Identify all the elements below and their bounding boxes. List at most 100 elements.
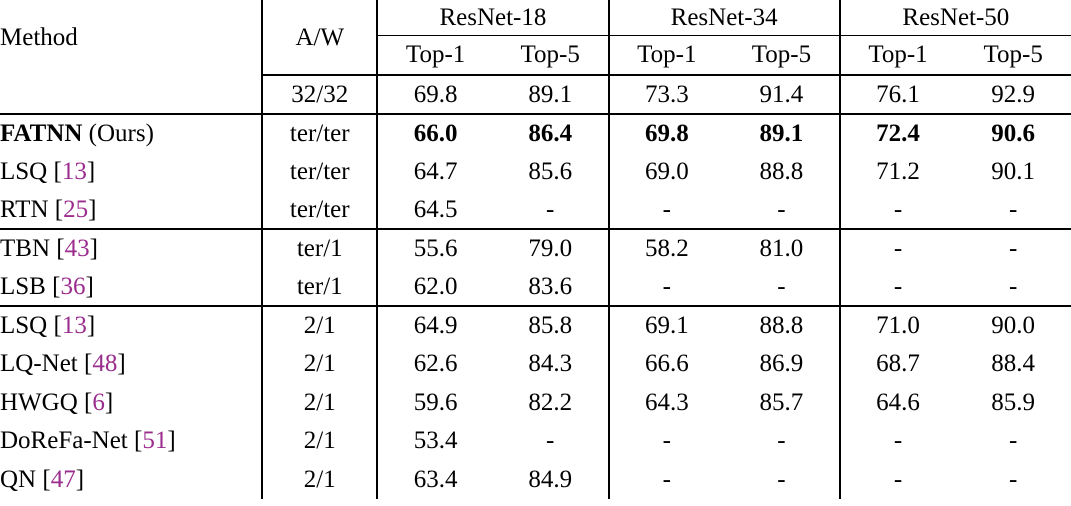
cell-value: 53.4 <box>376 421 493 460</box>
cell-value: 86.4 <box>492 112 609 152</box>
citation-ref[interactable]: [36] <box>52 272 94 300</box>
cell-value: 69.8 <box>607 112 725 152</box>
cell-value: 83.6 <box>528 272 573 300</box>
cell-value: 64.7 <box>376 152 493 191</box>
cell-value: - <box>1008 465 1018 493</box>
cell-aw: 2/1 <box>261 421 378 460</box>
cell-method: RTN [25] <box>0 191 262 230</box>
citation-ref[interactable]: [51] <box>134 427 176 455</box>
citation-ref[interactable]: [48] <box>84 350 126 378</box>
table-row: DoReFa-Net [51] 2/1 53.4 - - - - - <box>0 421 1071 460</box>
col-header-group-resnet-18: ResNet-18 <box>376 0 609 36</box>
cell-value: 82.2 <box>528 388 573 416</box>
cell-value: 90.6 <box>955 112 1071 152</box>
cell-value: - <box>1008 427 1018 455</box>
cell-value: 55.6 <box>376 228 493 268</box>
citation-ref[interactable]: [6] <box>84 388 114 416</box>
table-row: LQ-Net [48] 2/1 62.6 84.3 66.6 86.9 68.7 88.4 <box>0 344 1071 383</box>
cell-value: 59.6 <box>376 383 493 422</box>
col-header-group-resnet-34: ResNet-34 <box>607 0 840 36</box>
cell-aw: 2/1 <box>261 383 378 422</box>
table-row: HWGQ [6] 2/1 59.6 82.2 64.3 85.7 64.6 85.9 <box>0 383 1071 422</box>
cell-value: - <box>838 190 956 229</box>
cell-value: - <box>838 460 956 499</box>
cell-value: - <box>546 427 555 455</box>
col-header-resnet-18-top-5: Top-5 <box>520 41 580 69</box>
header-row-groups: Method A/W ResNet-18 ResNet-34 ResNet-50 <box>0 0 1071 75</box>
method-name: LSB <box>0 272 46 300</box>
cell-aw: ter/1 <box>261 267 378 306</box>
cell-value: - <box>777 465 786 493</box>
method-name: QN <box>0 465 37 493</box>
cell-value: 79.0 <box>492 228 609 268</box>
cell-value: 69.0 <box>607 152 725 191</box>
cell-value: 92.9 <box>955 74 1071 114</box>
cell-value: - <box>546 195 555 223</box>
col-header-resnet-18-top-1: Top-1 <box>376 35 493 75</box>
cell-method: FATNN (Ours) <box>0 112 263 152</box>
cell-value: - <box>838 421 956 460</box>
cell-value: - <box>607 267 725 306</box>
col-header-resnet-50-top-5: Top-5 <box>983 41 1043 69</box>
cell-value: 88.8 <box>724 305 840 345</box>
cell-value: 84.3 <box>528 350 573 378</box>
cell-value: 91.4 <box>724 74 840 114</box>
table-row: LSQ [13] ter/ter 64.7 85.6 69.0 88.8 71.2 90.1 <box>0 152 1071 191</box>
cell-aw: 2/1 <box>261 344 378 383</box>
citation-ref[interactable]: [13] <box>53 157 96 185</box>
cell-value: 69.1 <box>607 305 725 345</box>
table-row: TBN [43] ter/1 55.6 79.0 58.2 81.0- - <box>0 228 1071 268</box>
cell-value: 85.6 <box>528 157 573 185</box>
cell-aw: 2/1 <box>261 305 378 345</box>
cell-value: 64.3 <box>607 383 725 422</box>
cell-aw: ter/1 <box>261 228 378 268</box>
cell-value: - <box>838 228 956 268</box>
cell-value: 62.0 <box>376 267 493 306</box>
cell-aw: ter/ter <box>261 112 378 152</box>
header-row-metrics: Top-1 Top-5 Top-1 Top-5 Top-1 Top-5 <box>0 35 1071 75</box>
table-row: 32/32 69.8 89.1 73.3 91.4 76.1 92.9 <box>0 74 1071 114</box>
table-row: RTN [25] ter/ter 64.5- - - - - <box>0 190 1071 230</box>
cell-aw: ter/ter <box>261 152 378 191</box>
citation-ref[interactable]: [25] <box>54 195 97 223</box>
citation-ref[interactable]: [43] <box>56 235 98 263</box>
cell-method <box>0 75 262 114</box>
cell-value: - <box>607 190 725 229</box>
cell-aw: 32/32 <box>261 74 378 114</box>
method-name: LSQ <box>0 157 48 185</box>
cell-value: 89.1 <box>724 112 840 152</box>
table-row: FATNN (Ours) ter/ter 66.0 86.4 69.8 89.1 72.4 9… <box>0 112 1071 152</box>
cell-value: 86.9 <box>759 350 804 378</box>
cell-value: - <box>777 195 786 223</box>
cell-value: 66.6 <box>607 344 725 383</box>
cell-value: 72.4 <box>838 112 956 152</box>
cell-method: TBN [43] <box>0 228 263 268</box>
cell-value: 85.9 <box>991 388 1036 416</box>
col-header-method: Method <box>0 24 78 51</box>
cell-value: 81.0 <box>724 228 840 268</box>
cell-value: - <box>1008 272 1018 300</box>
cell-method: LSB [36] <box>0 268 262 307</box>
cell-value: 90.1 <box>991 157 1036 185</box>
cell-aw: ter/ter <box>261 190 378 229</box>
cell-value: 85.7 <box>759 388 804 416</box>
table-row: QN [47] 2/1 63.4 84.9- - - - <box>0 460 1071 499</box>
citation-ref[interactable]: [13] <box>53 312 96 340</box>
cell-value: 64.9 <box>376 305 493 345</box>
col-header-group-resnet-50: ResNet-50 <box>838 0 1071 36</box>
cell-value: 64.6 <box>838 383 956 422</box>
citation-ref[interactable]: [47] <box>42 465 85 493</box>
method-name: DoReFa-Net <box>0 427 128 455</box>
col-header-resnet-34-top-5: Top-5 <box>751 41 812 69</box>
cell-method: LSQ [13] <box>0 305 263 345</box>
cell-value: 88.8 <box>759 157 804 185</box>
cell-value: 68.7 <box>838 344 956 383</box>
cell-value: - <box>607 421 725 460</box>
cell-value: 69.8 <box>376 74 493 114</box>
col-header-resnet-50-top-1: Top-1 <box>838 35 956 75</box>
method-name: FATNN <box>0 119 83 147</box>
cell-value: 90.0 <box>955 305 1071 345</box>
cell-aw: 2/1 <box>261 460 378 499</box>
cell-value: - <box>777 427 786 455</box>
